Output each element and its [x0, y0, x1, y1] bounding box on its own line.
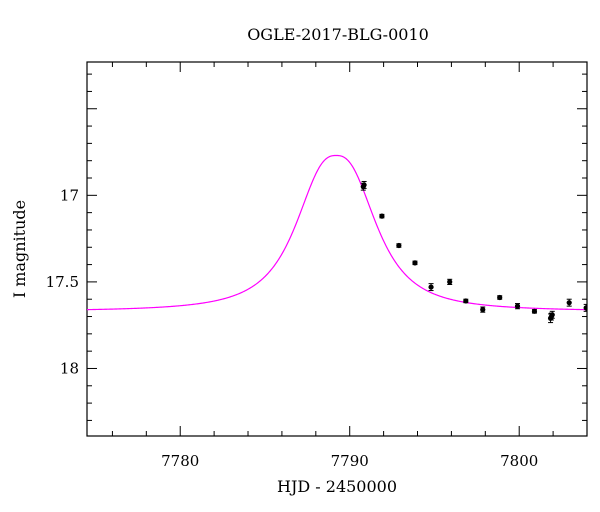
- plot-frame: [86, 61, 588, 437]
- data-point: [463, 298, 469, 304]
- data-point: [412, 260, 418, 266]
- y-tick-label: 18: [60, 359, 79, 377]
- model-curve: [87, 154, 587, 311]
- data-point: [531, 308, 538, 314]
- x-tick-label: 7780: [161, 452, 199, 470]
- data-point: [480, 307, 486, 313]
- data-point: [379, 213, 385, 219]
- y-tick-label: 17.5: [46, 273, 79, 291]
- data-point: [514, 303, 521, 309]
- data-point: [497, 294, 503, 301]
- chart-title: OGLE-2017-BLG-0010: [247, 25, 429, 44]
- data-point: [396, 242, 402, 249]
- data-point: [361, 182, 367, 188]
- data-point: [447, 279, 453, 285]
- y-axis-label: I magnitude: [10, 200, 29, 298]
- x-axis-ticks: [111, 62, 588, 436]
- x-axis-label: HJD - 2450000: [277, 477, 397, 496]
- data-points: [360, 180, 587, 324]
- data-point: [549, 312, 555, 318]
- x-tick-label: 7800: [500, 452, 538, 470]
- data-point: [566, 300, 572, 306]
- y-axis-tick-labels: 17 17.5 18: [46, 186, 79, 377]
- x-tick-label: 7790: [331, 452, 369, 470]
- x-axis-tick-labels: 7780 7790 7800: [161, 452, 538, 470]
- y-tick-label: 17: [60, 186, 79, 204]
- data-point: [583, 305, 587, 311]
- y-axis-ticks: [87, 73, 587, 421]
- data-point: [428, 284, 434, 290]
